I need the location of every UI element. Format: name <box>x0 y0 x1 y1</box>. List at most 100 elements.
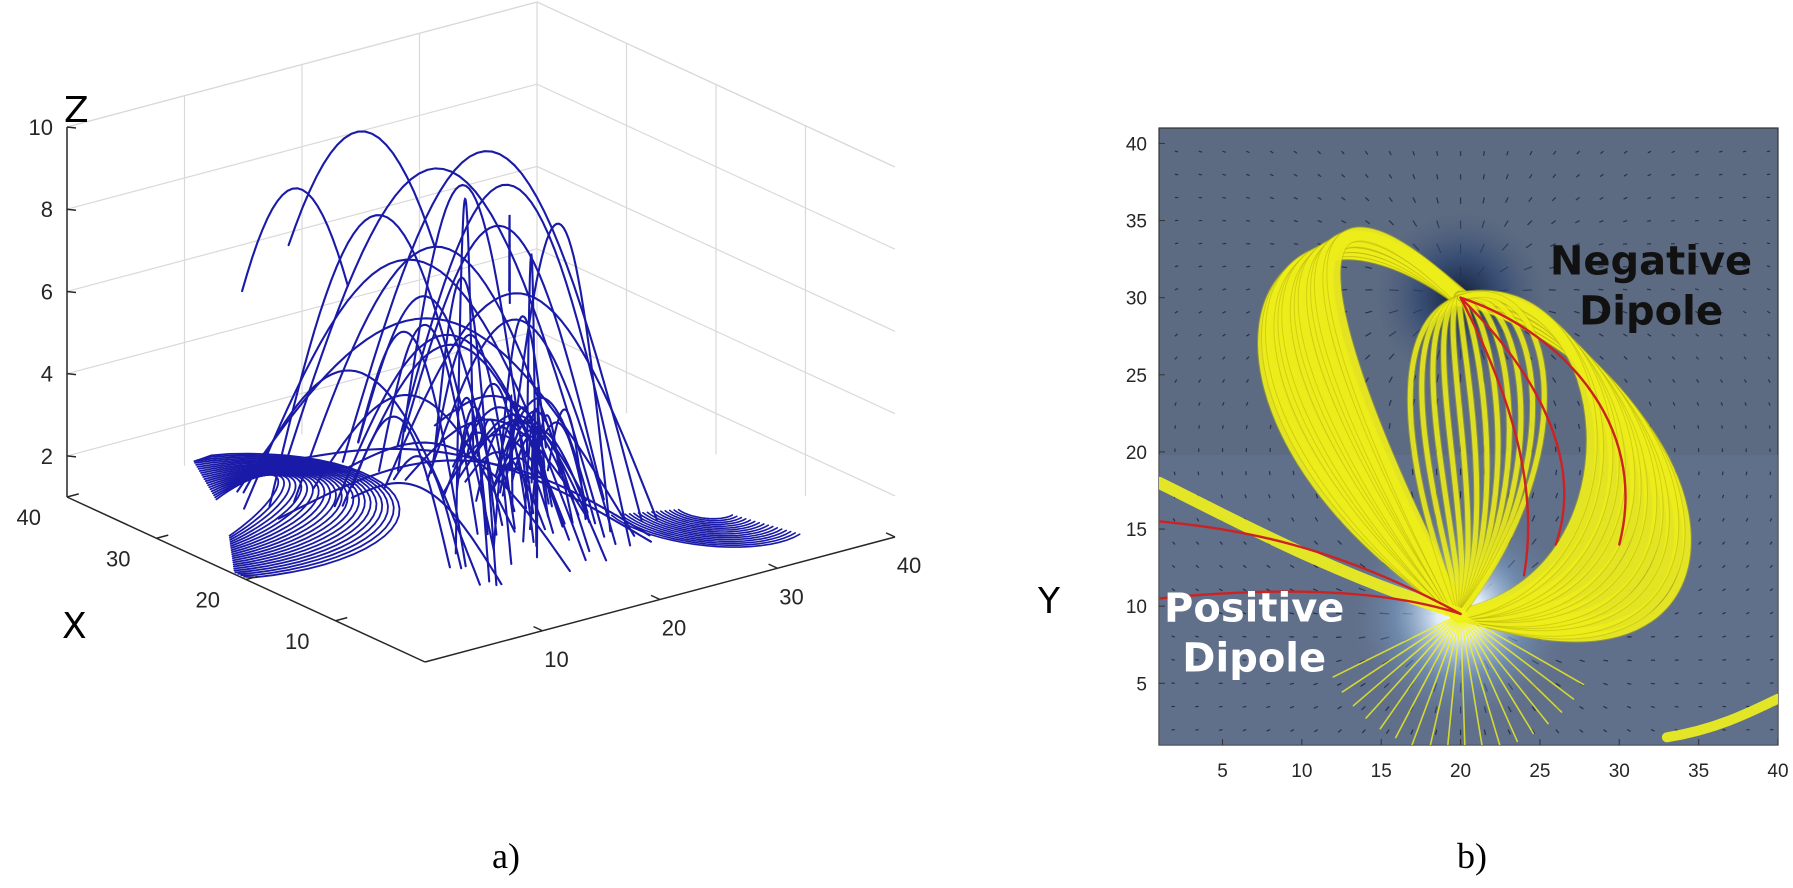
field-line <box>268 214 495 552</box>
vector-arrow <box>1745 588 1750 592</box>
vector-arrow <box>1219 541 1223 545</box>
vector-arrow <box>1174 379 1178 383</box>
vector-arrow <box>1337 540 1342 545</box>
vector-arrow <box>1745 518 1749 522</box>
y-tick-label: 40 <box>897 553 921 578</box>
vector-arrow <box>1695 310 1699 314</box>
vector-arrow <box>1219 564 1223 569</box>
vector-arrow <box>1171 611 1176 615</box>
vector-arrow <box>1218 728 1223 731</box>
vector-arrow <box>1671 173 1676 177</box>
vector-arrow <box>1551 220 1557 225</box>
vector-arrow <box>1246 173 1250 177</box>
vector-arrow <box>1174 288 1179 291</box>
y-tick-mark <box>650 594 661 601</box>
vector-arrow <box>1647 150 1652 154</box>
field-line-ground <box>209 472 309 547</box>
field-line-low <box>457 419 588 502</box>
vector-arrow <box>1550 243 1557 247</box>
vector-arrow <box>1195 564 1200 569</box>
vector-arrow <box>1574 266 1580 269</box>
vector-arrow <box>1745 541 1749 545</box>
vector-arrow <box>1575 196 1580 201</box>
vector-arrow <box>1694 288 1699 291</box>
vector-arrow <box>1245 333 1250 337</box>
vector-arrow <box>1531 729 1536 735</box>
panel-a-z-tick-labels: 2 4 6 8 10 <box>29 115 77 469</box>
vector-arrow <box>1242 705 1247 708</box>
field-line-low <box>522 407 546 543</box>
vector-arrow <box>1436 197 1439 204</box>
vector-arrow <box>1671 196 1675 199</box>
vector-arrow <box>1579 659 1585 663</box>
vector-arrow <box>1603 729 1608 733</box>
x-tick-label: 20 <box>196 588 220 613</box>
x-tick-mark <box>66 493 79 498</box>
vector-arrow <box>1364 173 1369 179</box>
vector-arrow <box>1647 219 1652 222</box>
vector-arrow <box>1769 635 1774 638</box>
vector-arrow <box>1388 197 1393 203</box>
field-line-ground <box>673 509 738 522</box>
vector-arrow <box>1198 425 1201 429</box>
x-tick-label: 40 <box>17 505 41 530</box>
vector-arrow <box>1671 310 1676 314</box>
vector-arrow <box>1365 332 1372 337</box>
vector-arrow <box>1269 173 1274 177</box>
panel-b-red-field-lines <box>1159 296 1627 616</box>
field-line <box>236 317 636 537</box>
vector-arrow <box>1769 494 1772 499</box>
vector-arrow <box>1174 265 1179 268</box>
vector-arrow <box>1745 471 1748 476</box>
vector-arrow <box>1698 612 1703 615</box>
field-line-ground <box>628 512 783 541</box>
vector-arrow <box>1623 333 1628 337</box>
vector-arrow <box>1722 659 1727 661</box>
vector-arrow <box>1720 402 1724 406</box>
field-line <box>457 396 491 583</box>
vector-arrow <box>1361 705 1366 711</box>
vector-arrow <box>1718 288 1723 291</box>
vector-arrow <box>1722 611 1726 615</box>
field-line <box>377 323 479 535</box>
vector-arrow <box>1766 287 1771 291</box>
vector-arrow <box>1293 243 1299 245</box>
flux-strand <box>1332 613 1462 678</box>
flux-strand <box>1379 613 1462 730</box>
vector-arrow <box>1198 310 1203 314</box>
vector-arrow <box>1574 243 1580 246</box>
vector-arrow <box>1555 492 1559 499</box>
vector-arrow <box>1266 729 1271 732</box>
vector-arrow <box>1314 517 1319 522</box>
vector-arrow <box>1767 333 1771 337</box>
vector-arrow <box>1266 705 1271 709</box>
vector-arrow <box>1198 265 1203 268</box>
vector-arrow <box>1174 425 1177 429</box>
vector-arrow <box>1337 705 1342 710</box>
vector-arrow <box>1243 541 1247 545</box>
red-field-line <box>1459 296 1627 546</box>
vector-arrow <box>1388 376 1393 383</box>
vector-arrow <box>1336 682 1342 686</box>
vector-arrow <box>1576 150 1581 155</box>
vector-arrow <box>1598 243 1604 246</box>
vector-arrow <box>1436 151 1439 156</box>
panel-b-y-tick-labels: 5 10 15 20 25 30 35 40 <box>1126 134 1165 695</box>
vector-arrow <box>1598 333 1604 337</box>
vector-arrow <box>1218 612 1223 615</box>
field-line-ground <box>650 511 761 531</box>
field-line-ground <box>202 467 343 560</box>
vector-arrow <box>1313 729 1319 733</box>
flux-strand <box>1459 613 1519 743</box>
vector-arrow <box>1221 471 1224 476</box>
vector-arrow <box>1505 174 1509 180</box>
vector-arrow <box>1388 423 1391 429</box>
vector-arrow <box>1289 705 1295 709</box>
vector-arrow <box>1195 635 1199 638</box>
field-line <box>242 369 481 586</box>
vector-arrow <box>1742 288 1747 291</box>
vector-arrow <box>1361 729 1366 734</box>
vector-arrow <box>1579 729 1584 733</box>
vector-arrow <box>1222 333 1226 337</box>
